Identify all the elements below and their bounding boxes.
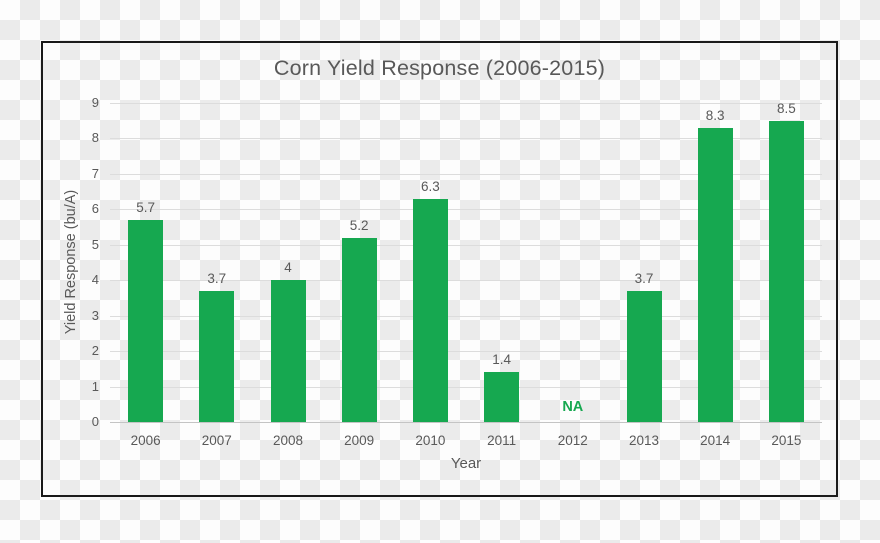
chart-title: Corn Yield Response (2006-2015) (273, 56, 606, 80)
y-tick-label: 7 (91, 165, 99, 181)
y-tick-label: 4 (91, 272, 99, 288)
gridline (110, 173, 822, 175)
x-category-label: 2006 (130, 433, 161, 448)
y-tick-label: 8 (91, 130, 99, 146)
gridline (110, 244, 822, 246)
bar (270, 280, 306, 422)
bar-value-label: 6.3 (421, 178, 440, 194)
x-category-label: 2007 (201, 433, 232, 448)
bar-value-label: 1.4 (492, 352, 511, 368)
y-tick-label: 9 (91, 95, 99, 110)
bar (199, 290, 235, 422)
bar-value-label: 3.7 (207, 270, 227, 286)
bar-value-label: 3.7 (634, 270, 654, 286)
y-tick-label: 0 (91, 414, 99, 429)
bar (128, 219, 164, 422)
bar (341, 237, 377, 422)
y-tick-label: 2 (91, 343, 99, 359)
gridline (110, 209, 822, 211)
x-category-label: 2014 (700, 433, 731, 448)
x-category-label: 2009 (344, 433, 375, 448)
x-axis-line (110, 422, 822, 423)
x-category-label: 2012 (557, 433, 588, 448)
gridline (110, 280, 822, 282)
bar (412, 198, 448, 422)
x-category-label: 2011 (487, 433, 517, 448)
gridline (110, 351, 822, 353)
bar (697, 127, 733, 422)
bar-value-label: 8.5 (777, 100, 796, 116)
gridline (110, 386, 822, 388)
x-category-label: 2010 (415, 433, 446, 448)
y-tick-label: 1 (91, 378, 99, 394)
y-tick-label: 6 (91, 201, 99, 217)
x-axis-title: Year (450, 455, 482, 472)
x-category-label: 2015 (771, 433, 802, 448)
y-axis-title: Yield Response (bu/A) (63, 189, 79, 335)
na-label: NA (562, 399, 584, 415)
bar-value-label: 4 (284, 260, 292, 276)
gridline (110, 315, 822, 317)
gridline (110, 138, 822, 140)
x-category-label: 2008 (272, 433, 304, 448)
bar-value-label: 5.2 (349, 217, 369, 233)
y-tick-label: 3 (91, 307, 99, 323)
y-tick-label: 5 (91, 236, 99, 252)
bar (768, 120, 804, 422)
x-category-label: 2013 (628, 433, 660, 448)
bar-value-label: 5.7 (136, 199, 155, 215)
bar (626, 290, 662, 422)
bar-value-label: 8.3 (705, 107, 725, 123)
gridline (110, 103, 822, 104)
bar (484, 372, 520, 422)
chart-frame (41, 41, 838, 497)
